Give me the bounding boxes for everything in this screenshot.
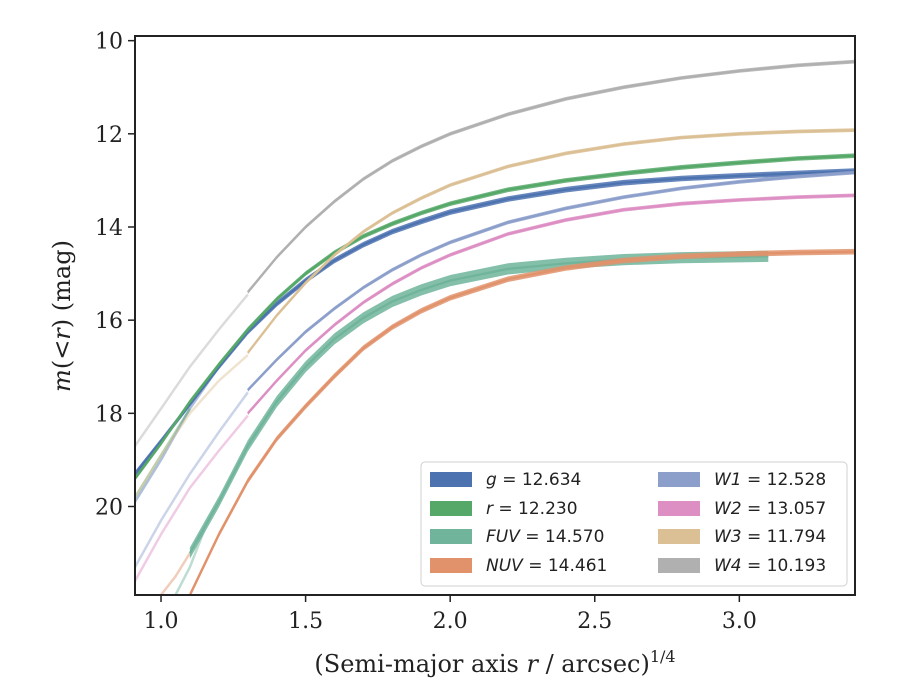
plot-frame bbox=[134, 35, 856, 596]
y-tick-label: 12 bbox=[95, 123, 123, 148]
legend-label-w4: W4 = 10.193 bbox=[714, 556, 826, 576]
series-extension-nuv bbox=[160, 552, 191, 595]
legend-label-w2: W2 = 13.057 bbox=[714, 499, 826, 519]
series-line-w3 bbox=[246, 129, 855, 354]
legend-label-g: g = 12.634 bbox=[486, 470, 581, 490]
series-line-nuv bbox=[188, 250, 855, 595]
x-axis-ticks: 1.0 1.5 2.0 2.5 3.0 bbox=[144, 595, 757, 634]
series-extension-fuv bbox=[174, 529, 206, 595]
y-axis-label: m(<r) (mag) bbox=[48, 240, 76, 392]
series-layer bbox=[135, 59, 855, 595]
series-line-w2 bbox=[246, 194, 855, 415]
x-tick-label: 2.5 bbox=[577, 609, 612, 634]
x-tick-label: 1.0 bbox=[144, 609, 179, 634]
series-line-r bbox=[135, 154, 855, 480]
y-tick-label: 14 bbox=[95, 216, 123, 241]
legend-swatch-nuv bbox=[430, 558, 472, 573]
x-tick-label: 3.0 bbox=[722, 609, 757, 634]
series-line-w4 bbox=[246, 60, 855, 293]
legend-label-w3: W3 = 11.794 bbox=[714, 527, 826, 547]
y-tick-label: 10 bbox=[95, 30, 123, 55]
legend-swatch-w2 bbox=[658, 501, 700, 516]
y-axis-ticks: 10 12 14 16 18 20 bbox=[95, 30, 135, 520]
y-tick-label: 20 bbox=[95, 495, 123, 520]
series-extension-w1 bbox=[135, 391, 249, 568]
series-extension-w4 bbox=[135, 293, 249, 447]
series-extension-w3 bbox=[135, 354, 249, 498]
legend-label-w1: W1 = 12.528 bbox=[714, 470, 826, 490]
series-band-w1 bbox=[247, 170, 855, 392]
series-line-w1 bbox=[247, 171, 855, 391]
legend-label-nuv: NUV = 14.461 bbox=[486, 556, 607, 576]
y-tick-label: 18 bbox=[95, 402, 123, 427]
x-axis-label: (Semi-major axis r / arcsec)1/4 bbox=[314, 647, 675, 678]
legend-swatch-r bbox=[430, 501, 472, 516]
x-tick-label: 2.0 bbox=[433, 609, 468, 634]
legend-swatch-fuv bbox=[430, 529, 472, 544]
legend-swatch-w3 bbox=[658, 529, 700, 544]
series-line-g bbox=[135, 170, 855, 475]
legend-swatch-g bbox=[430, 472, 472, 487]
legend-label-fuv: FUV = 14.570 bbox=[486, 527, 604, 547]
y-tick-label: 16 bbox=[95, 309, 123, 334]
x-tick-label: 1.5 bbox=[288, 609, 323, 634]
legend-swatch-w1 bbox=[658, 472, 700, 487]
series-band-g bbox=[135, 168, 855, 477]
legend-frame bbox=[420, 461, 848, 587]
series-extension-w2 bbox=[135, 414, 249, 582]
series-band-w4 bbox=[247, 59, 855, 295]
series-extension-r bbox=[135, 408, 191, 498]
legend-label-r: r = 12.230 bbox=[486, 499, 578, 519]
legend: g = 12.634 r = 12.230 FUV = 14.570 NUV = 14… bbox=[420, 461, 848, 587]
legend-swatch-w4 bbox=[658, 558, 700, 573]
